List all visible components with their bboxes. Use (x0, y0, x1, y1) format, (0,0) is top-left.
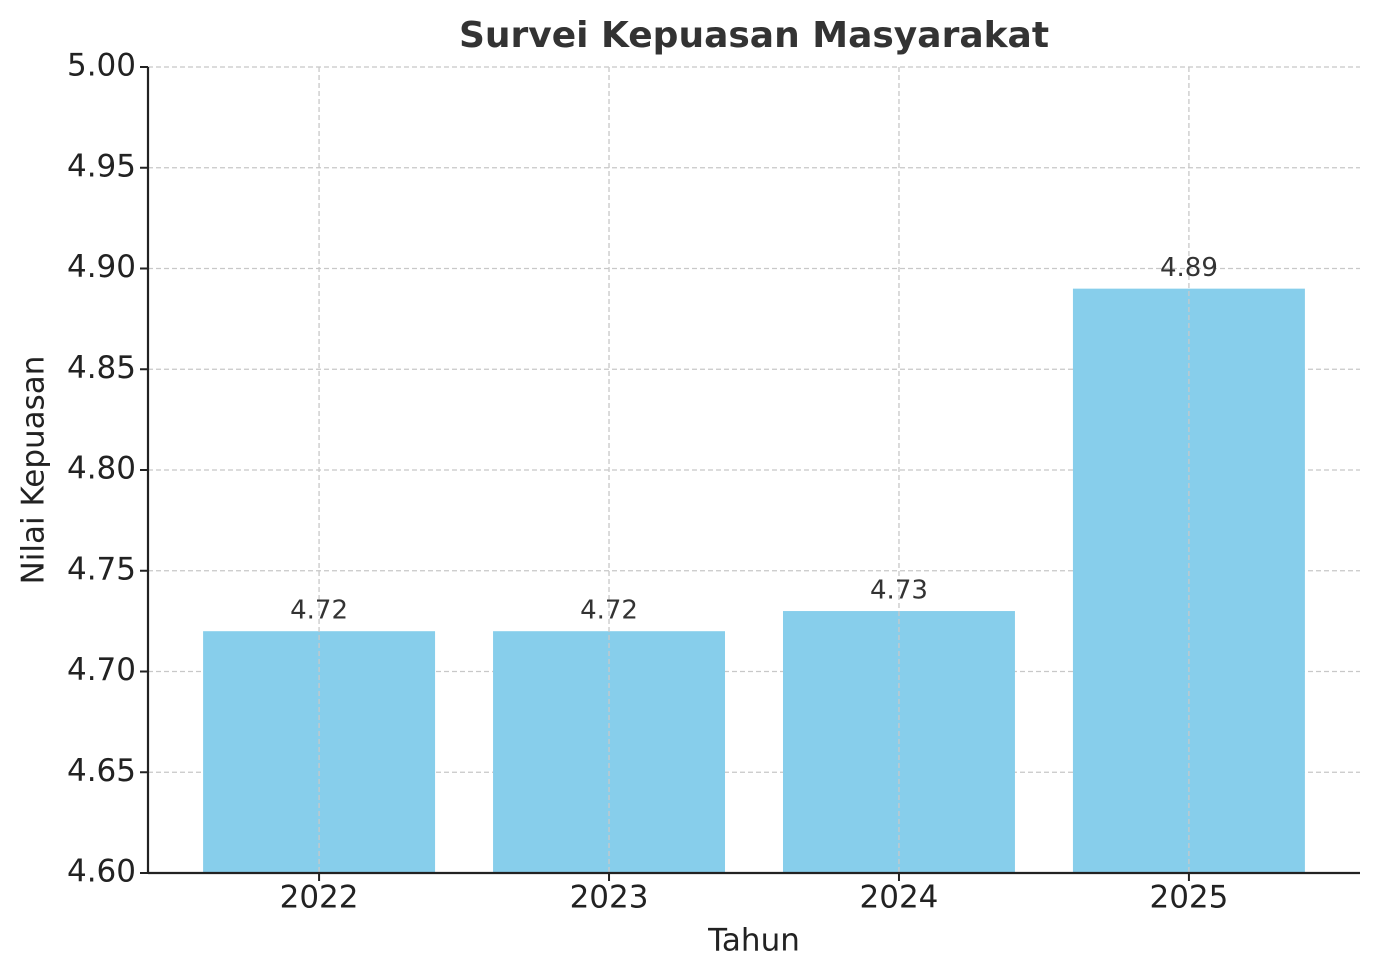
y-tick-label: 4.95 (67, 148, 136, 184)
y-tick-label: 4.80 (67, 451, 136, 487)
y-axis-label: Nilai Kepuasan (16, 356, 52, 585)
y-tick-label: 4.75 (67, 551, 136, 587)
chart-title: Survei Kepuasan Masyarakat (459, 15, 1049, 56)
value-label: 4.73 (870, 576, 928, 606)
y-tick-label: 5.00 (67, 48, 136, 84)
y-tick-label: 4.85 (67, 350, 136, 386)
x-axis-label: Tahun (707, 923, 800, 959)
y-tick-label: 4.90 (67, 249, 136, 285)
x-tick-label: 2025 (1149, 880, 1228, 916)
y-tick-label: 4.65 (67, 753, 136, 789)
value-label: 4.72 (580, 596, 638, 626)
value-label: 4.89 (1160, 253, 1218, 283)
x-tick-label: 2023 (570, 880, 649, 916)
y-tick-label: 4.70 (67, 652, 136, 688)
value-label: 4.72 (290, 596, 348, 626)
y-tick-label: 4.60 (67, 854, 136, 890)
x-tick-label: 2022 (280, 880, 359, 916)
x-tick-label: 2024 (860, 880, 939, 916)
plot (203, 288, 1305, 873)
